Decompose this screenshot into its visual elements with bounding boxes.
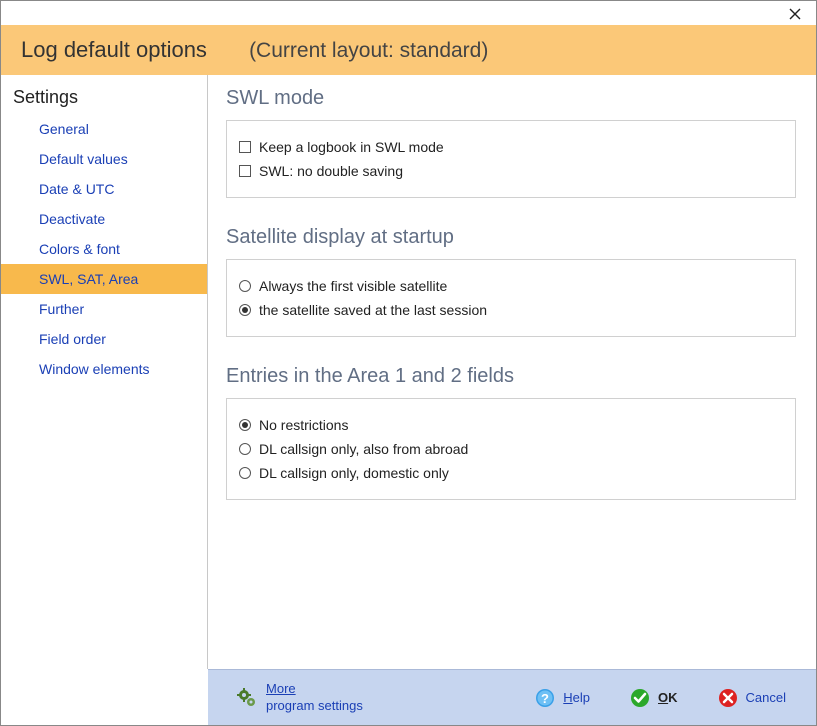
sat-option-row[interactable]: the satellite saved at the last session [239,298,783,322]
radio[interactable] [239,304,251,316]
body: Settings GeneralDefault valuesDate & UTC… [1,75,816,669]
radio[interactable] [239,443,251,455]
option-label: SWL: no double saving [259,163,403,179]
option-label: the satellite saved at the last session [259,302,487,318]
cancel-icon [718,688,738,708]
area-option-row[interactable]: DL callsign only, domestic only [239,461,783,485]
sidebar-item-date-utc[interactable]: Date & UTC [1,174,207,204]
sidebar-item-default-values[interactable]: Default values [1,144,207,174]
sidebar: Settings GeneralDefault valuesDate & UTC… [1,75,208,669]
settings-window: Log default options (Current layout: sta… [0,0,817,726]
section-title-sat: Satellite display at startup [226,226,796,249]
option-label: Always the first visible satellite [259,278,447,294]
section-title-swl: SWL mode [226,87,796,110]
group-sat: Always the first visible satellite the sa… [226,259,796,337]
sidebar-item-deactivate[interactable]: Deactivate [1,204,207,234]
group-swl: Keep a logbook in SWL mode SWL: no double… [226,120,796,198]
area-option-row[interactable]: No restrictions [239,413,783,437]
swl-option-row[interactable]: SWL: no double saving [239,159,783,183]
radio[interactable] [239,467,251,479]
sidebar-item-field-order[interactable]: Field order [1,324,207,354]
ok-icon [630,688,650,708]
checkbox[interactable] [239,141,251,153]
option-label: No restrictions [259,417,348,433]
radio[interactable] [239,280,251,292]
sat-option-row[interactable]: Always the first visible satellite [239,274,783,298]
close-icon [789,8,801,20]
sidebar-item-colors-font[interactable]: Colors & font [1,234,207,264]
ok-label: OK [658,690,678,705]
checkbox[interactable] [239,165,251,177]
ok-button[interactable]: OK [630,688,678,708]
content-pane: SWL mode Keep a logbook in SWL mode SWL: … [208,75,816,669]
option-label: DL callsign only, domestic only [259,465,449,481]
window-close-button[interactable] [780,3,810,25]
svg-text:?: ? [541,691,549,706]
section-title-area: Entries in the Area 1 and 2 fields [226,365,796,388]
sidebar-item-window-elements[interactable]: Window elements [1,354,207,384]
help-icon: ? [535,688,555,708]
sidebar-item-general[interactable]: General [1,114,207,144]
page-title: Log default options [21,37,207,62]
sidebar-item-further[interactable]: Further [1,294,207,324]
sidebar-item-swl-sat-area[interactable]: SWL, SAT, Area [1,264,207,294]
footer-bar: More program settings ? Help OK [208,669,816,725]
area-option-row[interactable]: DL callsign only, also from abroad [239,437,783,461]
radio[interactable] [239,419,251,431]
swl-option-row[interactable]: Keep a logbook in SWL mode [239,135,783,159]
gears-icon [236,687,258,709]
more-line1: More [266,681,363,697]
page-header: Log default options (Current layout: sta… [1,25,816,75]
more-line2: program settings [266,698,363,714]
group-area: No restrictions DL callsign only, also fr… [226,398,796,500]
option-label: DL callsign only, also from abroad [259,441,468,457]
cancel-button[interactable]: Cancel [718,688,786,708]
help-label: Help [563,690,590,705]
more-settings-button[interactable]: More program settings [236,681,363,714]
option-label: Keep a logbook in SWL mode [259,139,444,155]
cancel-label: Cancel [746,690,786,705]
help-button[interactable]: ? Help [535,688,590,708]
sidebar-title: Settings [1,83,207,114]
page-subtitle: (Current layout: standard) [249,39,488,62]
